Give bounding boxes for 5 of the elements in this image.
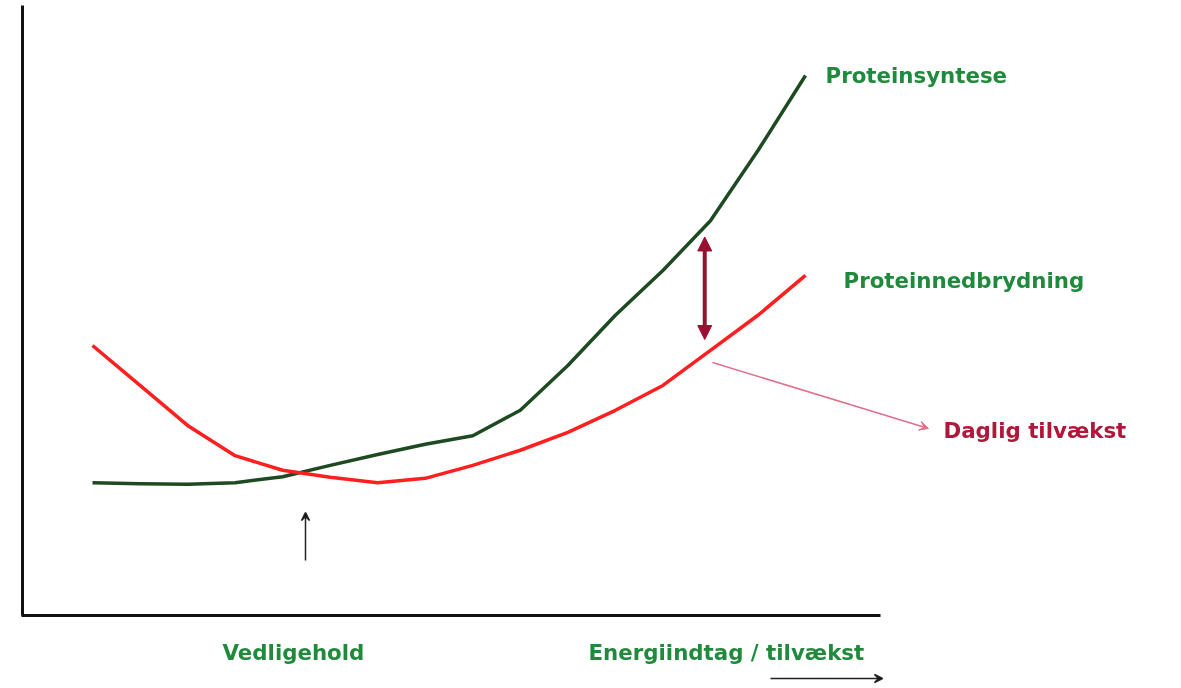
series-label: Proteinsyntese xyxy=(825,63,1008,88)
series-label: Proteinnedbrydning xyxy=(843,267,1085,293)
text: Daglig tilvækst xyxy=(943,418,1127,443)
x-axis-title: Energiindtag / tilvækst xyxy=(588,640,865,665)
text: Vedligehold xyxy=(222,640,365,665)
